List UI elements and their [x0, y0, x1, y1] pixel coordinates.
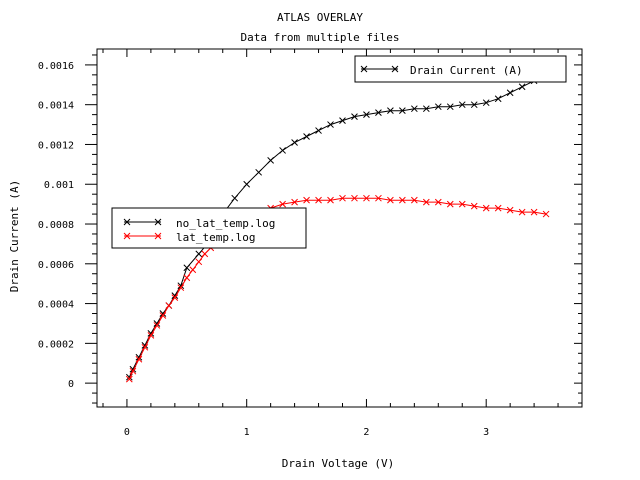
data-point-marker	[351, 194, 358, 202]
data-point-marker	[518, 83, 526, 91]
y-tick-label-4: 0.0008	[38, 220, 74, 231]
y-tick-label-0: 0	[68, 379, 74, 390]
data-point-marker	[153, 322, 161, 329]
data-point-marker	[315, 127, 322, 134]
x-tick-label-1: 1	[244, 427, 250, 438]
data-point-marker	[183, 274, 191, 282]
data-point-marker	[387, 196, 394, 204]
data-point-marker	[279, 200, 286, 208]
legend-marker-no-lat-temp	[123, 218, 162, 226]
data-point-marker	[195, 250, 203, 258]
data-point-marker	[129, 367, 137, 375]
data-point-marker	[303, 196, 310, 204]
data-point-marker	[171, 294, 179, 301]
y-tick-label-5: 0.001	[44, 180, 74, 191]
data-point-marker	[494, 95, 502, 103]
data-point-marker	[446, 103, 454, 111]
series-layer	[125, 71, 550, 383]
data-point-marker	[399, 196, 406, 204]
legend-marker-lat-temp	[123, 232, 162, 240]
data-point-marker	[135, 355, 143, 363]
data-point-marker	[147, 332, 155, 339]
x-tick-label-2: 2	[363, 427, 369, 438]
data-point-marker	[375, 109, 382, 116]
data-point-marker	[327, 196, 334, 204]
chart-subtitle: Data from multiple files	[241, 31, 400, 44]
data-point-marker	[399, 107, 406, 115]
y-tick-label-6: 0.0012	[38, 140, 74, 151]
data-point-marker	[434, 198, 442, 206]
series-lat-temp-log	[125, 194, 550, 383]
data-point-marker	[410, 105, 418, 113]
axes-layer: 0 1 2 3 0 0.0002 0.0004 0.0006 0.0008 0.001 0.0012…	[38, 49, 582, 438]
y-tick-label-7: 0.0014	[38, 101, 74, 112]
data-point-marker	[446, 200, 454, 208]
data-point-marker	[177, 284, 185, 292]
y-tick-label-2: 0.0004	[38, 300, 74, 311]
data-point-marker	[291, 198, 298, 206]
y-tick-label-8: 0.0016	[38, 61, 74, 72]
legend-marker-drain-current	[360, 65, 399, 73]
data-point-marker	[458, 101, 466, 109]
data-point-marker	[518, 208, 526, 216]
data-point-marker	[195, 258, 203, 266]
data-point-marker	[291, 139, 298, 146]
data-point-marker	[189, 266, 197, 274]
legend-box-drain-current: Drain Current (A)	[354, 55, 567, 83]
data-point-marker	[243, 180, 251, 188]
data-point-marker	[339, 117, 346, 124]
data-point-marker	[125, 375, 133, 383]
y-axis-label: Drain Current (A)	[8, 180, 21, 293]
data-point-marker	[482, 204, 490, 212]
data-point-marker	[183, 264, 191, 272]
legend-box-series: no_lat_temp.log lat_temp.log	[111, 207, 307, 249]
data-point-marker	[201, 250, 209, 258]
data-point-marker	[339, 194, 346, 202]
data-point-marker	[506, 206, 514, 214]
plot-frame	[96, 48, 583, 408]
data-point-marker	[482, 99, 490, 107]
data-point-marker	[303, 133, 310, 140]
legend-label-lat-temp: lat_temp.log	[176, 231, 255, 244]
data-point-marker	[141, 343, 149, 351]
data-point-marker	[434, 103, 442, 111]
data-point-marker	[530, 208, 538, 216]
data-point-marker	[410, 196, 418, 204]
data-point-marker	[363, 194, 370, 202]
data-point-marker	[422, 198, 430, 206]
data-point-marker	[255, 168, 263, 176]
data-point-marker	[542, 210, 550, 218]
data-point-marker	[279, 147, 286, 154]
data-point-marker	[470, 202, 478, 210]
x-axis-label: Drain Voltage (V)	[282, 457, 395, 470]
data-point-marker	[506, 89, 514, 97]
data-point-marker	[315, 196, 322, 204]
data-point-marker	[165, 302, 173, 309]
data-point-marker	[231, 194, 239, 202]
data-point-marker	[470, 101, 478, 109]
legend-label-drain-current: Drain Current (A)	[410, 64, 523, 77]
data-point-marker	[494, 204, 502, 212]
data-point-marker	[327, 121, 334, 128]
x-tick-label-0: 0	[124, 427, 130, 438]
data-point-marker	[267, 157, 274, 164]
data-point-marker	[375, 194, 382, 202]
data-point-marker	[387, 107, 394, 115]
data-point-marker	[458, 200, 466, 208]
data-point-marker	[422, 105, 430, 113]
y-tick-label-3: 0.0006	[38, 260, 74, 271]
chart-title: ATLAS OVERLAY	[277, 11, 363, 24]
data-point-marker	[351, 113, 358, 120]
data-point-marker	[363, 111, 370, 118]
data-point-marker	[159, 312, 167, 319]
y-tick-label-1: 0.0002	[38, 339, 74, 350]
legend-label-no-lat-temp: no_lat_temp.log	[176, 217, 275, 230]
x-tick-label-3: 3	[483, 427, 489, 438]
